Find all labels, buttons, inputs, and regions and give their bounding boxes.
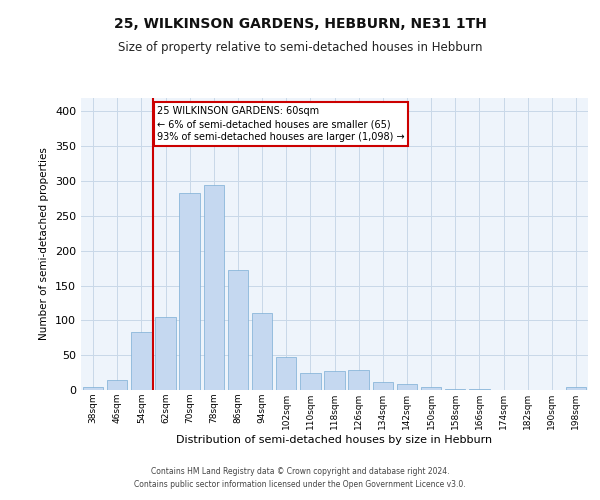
Bar	[421, 387, 442, 390]
Bar	[107, 380, 127, 390]
Bar	[203, 185, 224, 390]
Text: 25 WILKINSON GARDENS: 60sqm
← 6% of semi-detached houses are smaller (65)
93% of: 25 WILKINSON GARDENS: 60sqm ← 6% of semi…	[157, 106, 404, 142]
Bar	[252, 312, 272, 390]
Bar	[131, 332, 152, 390]
Bar	[349, 370, 369, 390]
Bar	[397, 384, 417, 390]
Bar	[179, 193, 200, 390]
Bar	[155, 317, 176, 390]
Bar	[566, 387, 586, 390]
Bar	[227, 270, 248, 390]
Y-axis label: Number of semi-detached properties: Number of semi-detached properties	[40, 148, 49, 340]
Text: Contains HM Land Registry data © Crown copyright and database right 2024.
Contai: Contains HM Land Registry data © Crown c…	[134, 468, 466, 489]
Text: Size of property relative to semi-detached houses in Hebburn: Size of property relative to semi-detach…	[118, 41, 482, 54]
Bar	[276, 356, 296, 390]
Bar	[324, 371, 345, 390]
Bar	[300, 372, 320, 390]
X-axis label: Distribution of semi-detached houses by size in Hebburn: Distribution of semi-detached houses by …	[176, 434, 493, 444]
Bar	[445, 388, 466, 390]
Text: 25, WILKINSON GARDENS, HEBBURN, NE31 1TH: 25, WILKINSON GARDENS, HEBBURN, NE31 1TH	[113, 18, 487, 32]
Bar	[373, 382, 393, 390]
Bar	[83, 386, 103, 390]
